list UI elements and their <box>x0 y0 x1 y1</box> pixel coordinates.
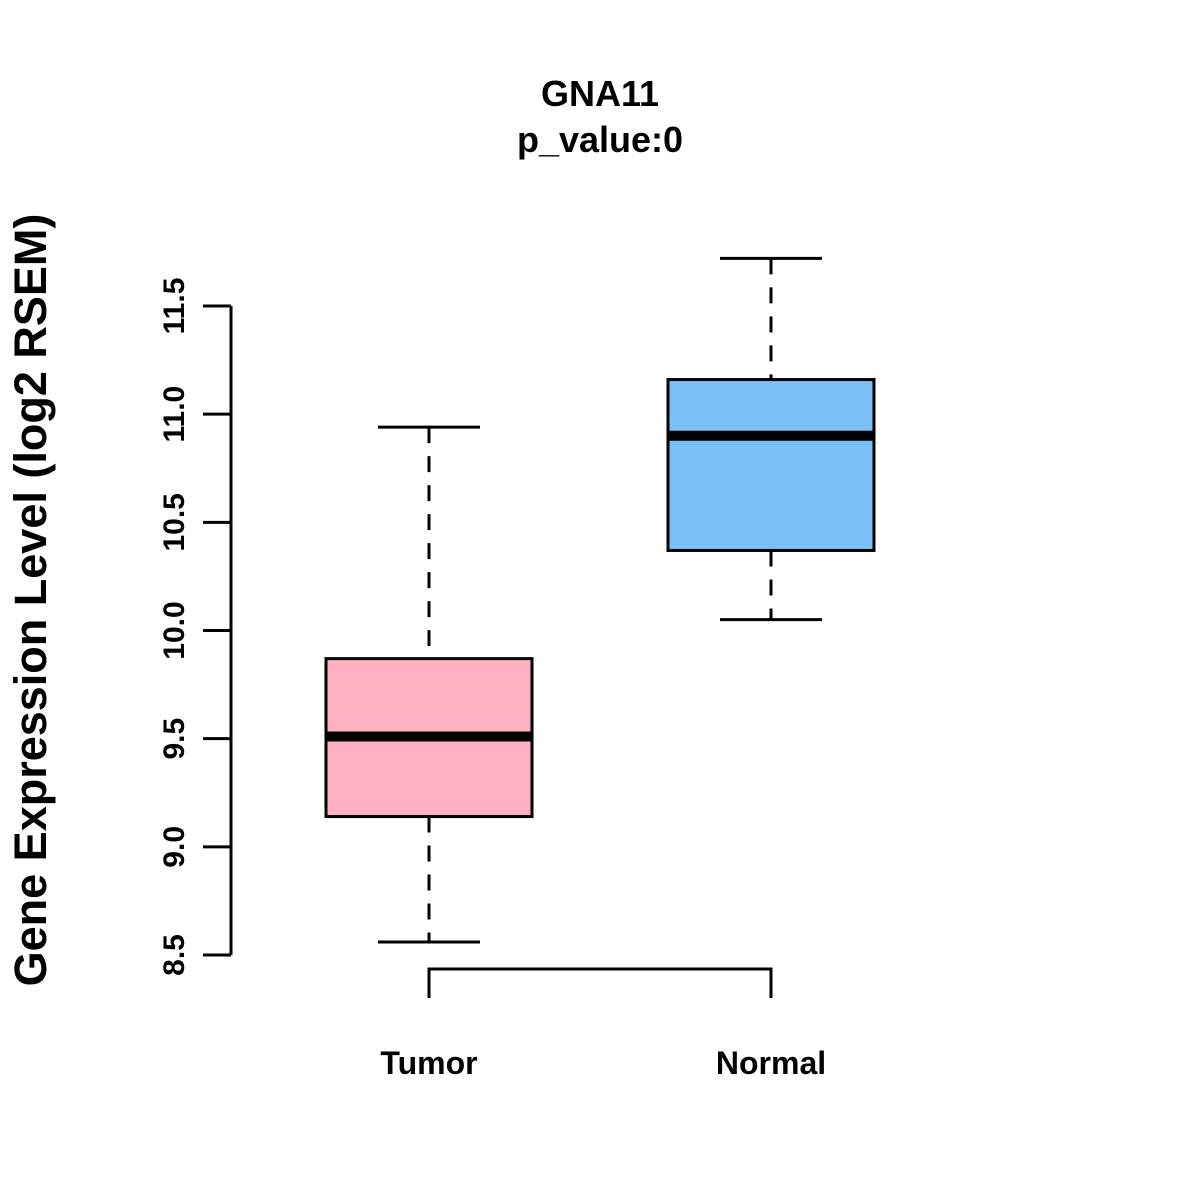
y-tick-label-5: 11.0 <box>158 386 191 443</box>
box-rect-normal <box>666 378 876 552</box>
y-tick-label-6: 11.5 <box>158 278 191 335</box>
x-label-normal: Normal <box>716 1045 826 1081</box>
y-tick-label-0: 8.5 <box>158 934 191 976</box>
chart-subtitle: p_value:0 <box>517 119 683 160</box>
y-tick-label-2: 9.5 <box>158 718 191 760</box>
x-label-tumor: Tumor <box>380 1045 477 1081</box>
y-axis-label: Gene Expression Level (log2 RSEM) <box>5 214 56 987</box>
box-normal <box>666 256 876 622</box>
y-tick-label-1: 9.0 <box>158 826 191 868</box>
comparison-bracket-group <box>427 967 773 998</box>
y-axis: 8.5 9.0 9.5 10.0 10.5 11.0 11.5 <box>158 278 233 976</box>
comparison-bracket <box>427 967 773 998</box>
box-tumor <box>324 425 534 944</box>
y-tick-label-4: 10.5 <box>158 493 191 551</box>
x-category-labels: Tumor Normal <box>380 1045 826 1081</box>
chart-title: GNA11 <box>541 73 659 114</box>
boxes-group <box>324 256 876 944</box>
y-tick-label-3: 10.0 <box>158 601 191 659</box>
